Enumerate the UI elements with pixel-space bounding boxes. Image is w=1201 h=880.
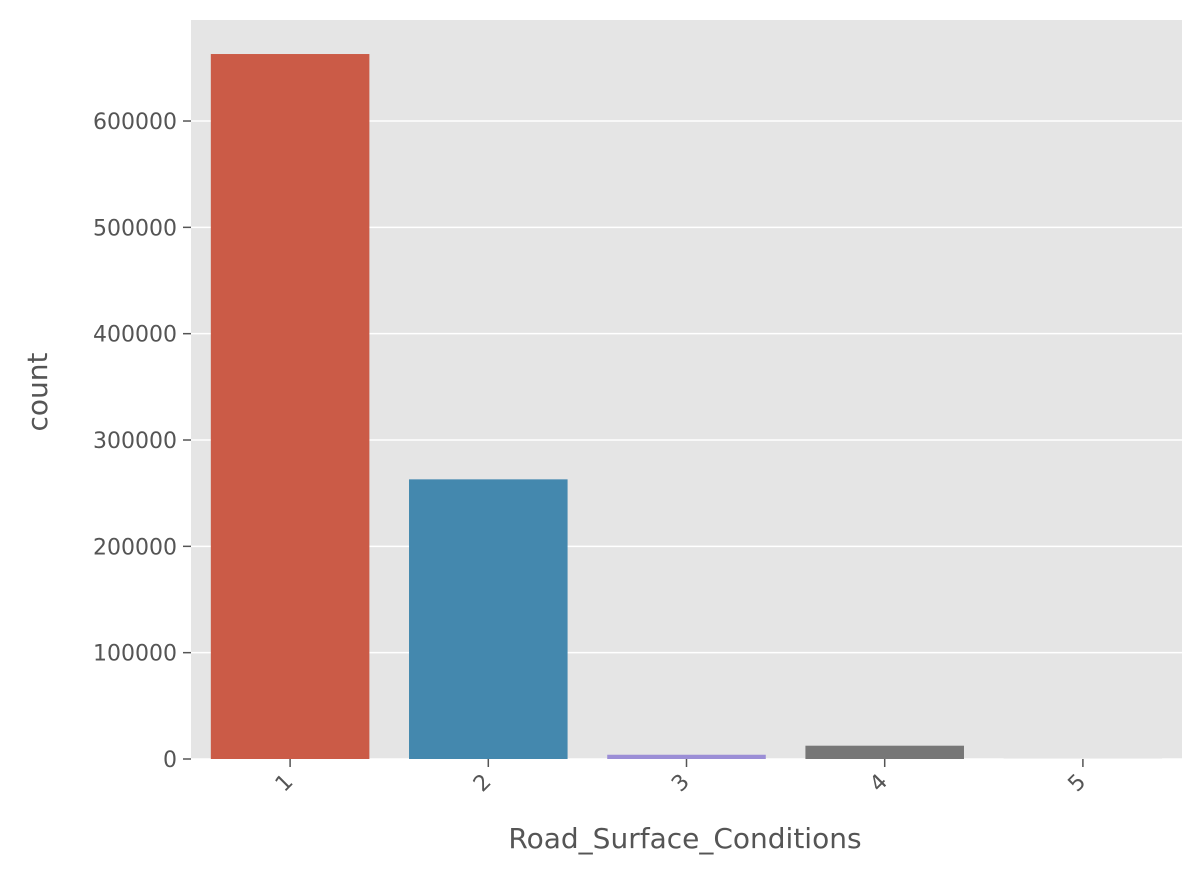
- y-tick-label: 400000: [93, 323, 177, 348]
- bar-2: [409, 479, 568, 759]
- x-axis-label: Road_Surface_Conditions: [508, 822, 861, 855]
- bar-4: [805, 745, 964, 759]
- bars: [210, 54, 1163, 760]
- x-axis: 1 2 3 4 5: [271, 759, 1091, 797]
- x-tick-label: 4: [865, 770, 893, 798]
- bar-5: [1003, 758, 1163, 759]
- y-tick-label: 200000: [93, 535, 177, 560]
- y-axis-label: count: [21, 352, 54, 431]
- bar-1: [210, 54, 370, 760]
- y-tick-label: 0: [163, 748, 177, 773]
- x-tick-label: 5: [1064, 770, 1092, 798]
- y-tick-label: 500000: [93, 216, 177, 241]
- y-axis: 0 100000 200000 300000 400000 500000 600000: [93, 110, 191, 773]
- x-tick-label: 1: [271, 770, 299, 798]
- y-tick-label: 600000: [93, 110, 177, 135]
- y-tick-label: 300000: [93, 429, 177, 454]
- bar-3: [607, 754, 766, 759]
- y-tick-label: 100000: [93, 642, 177, 667]
- x-tick-label: 2: [469, 770, 497, 798]
- x-tick-label: 3: [667, 770, 695, 798]
